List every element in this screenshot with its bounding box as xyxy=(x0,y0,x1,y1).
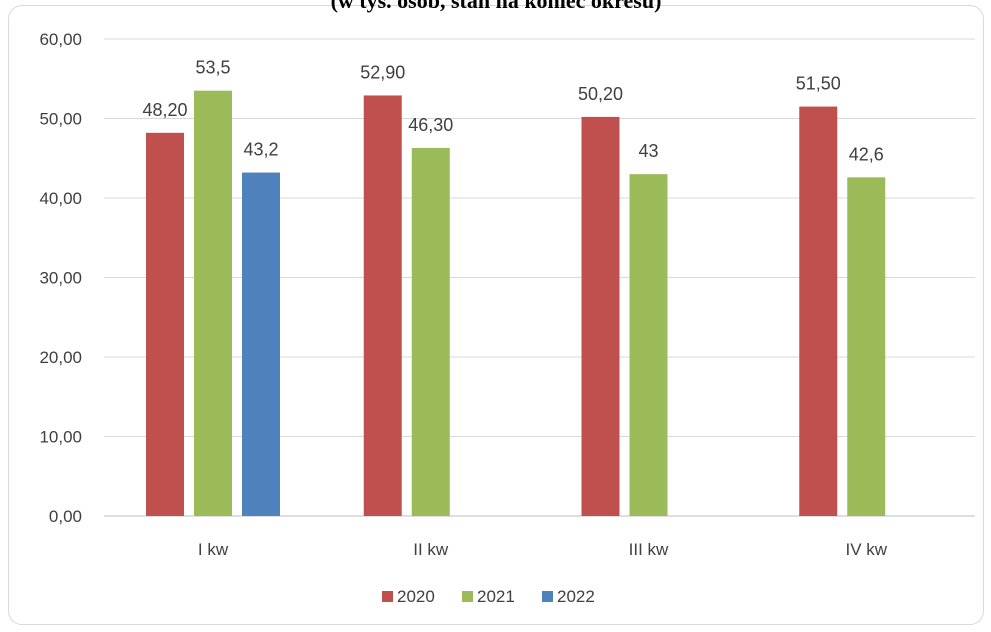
legend-label: 2020 xyxy=(397,587,435,606)
legend-swatch-2020 xyxy=(382,591,393,602)
bar-2021 xyxy=(629,174,668,516)
bar-2020 xyxy=(363,95,402,516)
bar-2021 xyxy=(847,177,886,516)
legend-label: 2021 xyxy=(477,587,515,606)
x-tick-label: I kw xyxy=(198,540,229,559)
y-tick-label: 60,00 xyxy=(39,30,82,49)
bar-2021 xyxy=(411,147,450,517)
y-tick-label: 0,00 xyxy=(49,507,82,526)
chart-title: (w tys. osób, stan na koniec okresu) xyxy=(330,0,662,13)
data-label: 46,30 xyxy=(408,115,453,135)
x-tick-label: II kw xyxy=(413,540,449,559)
x-tick-label: IV kw xyxy=(845,540,887,559)
data-label: 51,50 xyxy=(796,74,841,94)
data-label: 42,6 xyxy=(849,144,884,164)
bar-2021 xyxy=(194,90,232,517)
y-tick-label: 40,00 xyxy=(39,189,82,208)
bar-2020 xyxy=(146,132,184,516)
y-tick-label: 50,00 xyxy=(39,110,82,129)
y-tick-label: 10,00 xyxy=(39,428,82,447)
legend-swatch-2022 xyxy=(542,591,553,602)
data-label: 43,2 xyxy=(243,140,278,160)
data-label: 43 xyxy=(638,141,658,161)
data-label: 53,5 xyxy=(195,58,230,78)
legend-label: 2022 xyxy=(557,587,595,606)
y-tick-label: 30,00 xyxy=(39,269,82,288)
bar-2020 xyxy=(799,106,838,516)
data-label: 50,20 xyxy=(578,84,623,104)
bar-2020 xyxy=(581,116,620,516)
x-tick-label: III kw xyxy=(629,540,669,559)
data-label: 52,90 xyxy=(360,62,405,82)
bar-2022 xyxy=(242,172,280,516)
data-label: 48,20 xyxy=(142,100,187,120)
y-tick-label: 20,00 xyxy=(39,348,82,367)
legend-swatch-2021 xyxy=(462,591,473,602)
